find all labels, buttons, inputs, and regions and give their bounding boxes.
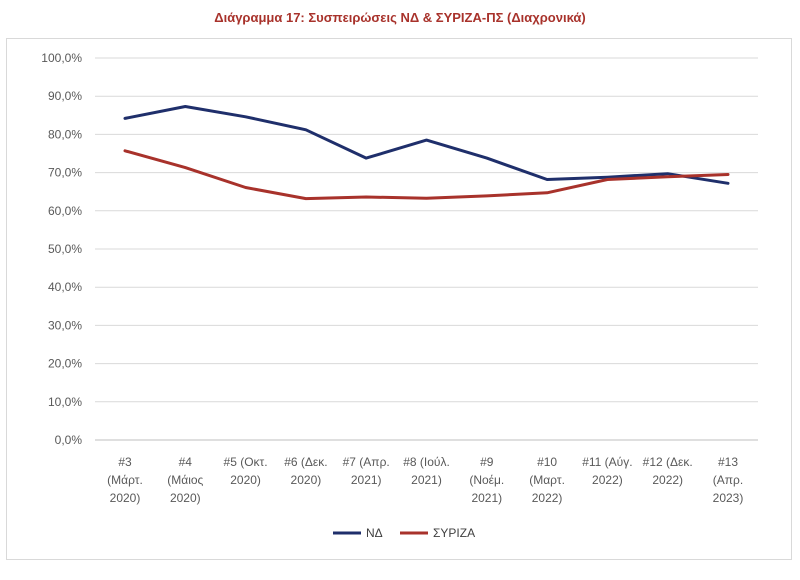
y-tick-label: 70,0%	[48, 166, 82, 180]
x-tick-label: #5 (Οκτ. 2020)	[224, 455, 268, 487]
chart-title: Διάγραμμα 17: Συσπειρώσεις ΝΔ & ΣΥΡΙΖΑ-Π…	[214, 10, 586, 25]
y-tick-label: 60,0%	[48, 204, 82, 218]
x-tick-label: #9 (Νοέμ. 2021)	[469, 455, 504, 505]
y-tick-label: 100,0%	[41, 51, 82, 65]
x-tick-label: #4 (Μάιος 2020)	[167, 455, 203, 505]
x-tick-label: #13 (Απρ. 2023)	[713, 455, 744, 505]
y-tick-label: 0,0%	[55, 433, 83, 447]
y-tick-label: 80,0%	[48, 127, 82, 141]
y-tick-label: 90,0%	[48, 89, 82, 103]
y-tick-label: 10,0%	[48, 395, 82, 409]
series-line-nd	[123, 105, 730, 185]
y-tick-label: 50,0%	[48, 242, 82, 256]
x-tick-label: #3 (Μάρτ. 2020)	[107, 455, 143, 505]
y-tick-label: 30,0%	[48, 318, 82, 332]
x-tick-label: #7 (Απρ. 2021)	[343, 455, 390, 487]
x-tick-label: #12 (Δεκ. 2022)	[643, 455, 693, 487]
y-tick-label: 20,0%	[48, 357, 82, 371]
x-tick-label: #6 (Δεκ. 2020)	[284, 455, 327, 487]
x-tick-label: #11 (Αύγ. 2022)	[582, 455, 632, 487]
chart-frame	[6, 38, 792, 560]
legend-label-syriza: ΣΥΡΙΖΑ	[433, 526, 475, 540]
y-tick-label: 40,0%	[48, 280, 82, 294]
legend-label-nd: ΝΔ	[366, 526, 383, 540]
x-tick-label: #8 (Ιούλ. 2021)	[403, 455, 450, 487]
x-tick-label: #10 (Μαρτ. 2022)	[529, 455, 565, 505]
